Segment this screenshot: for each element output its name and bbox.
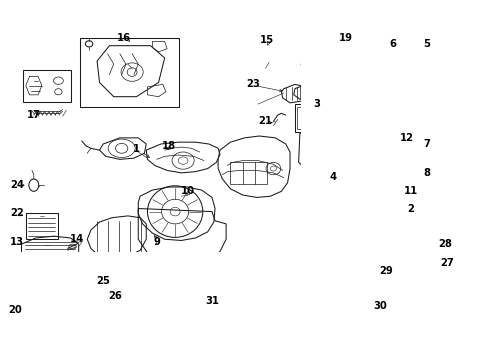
Text: 13: 13 xyxy=(10,237,24,247)
Text: 26: 26 xyxy=(109,291,122,301)
Text: 21: 21 xyxy=(258,116,272,126)
Text: 31: 31 xyxy=(205,296,219,306)
Bar xyxy=(297,107,337,129)
Text: 23: 23 xyxy=(246,80,260,89)
Text: 28: 28 xyxy=(439,239,452,249)
Text: 29: 29 xyxy=(379,266,393,276)
Bar xyxy=(404,173,430,190)
Text: 10: 10 xyxy=(180,186,195,196)
Text: 18: 18 xyxy=(162,141,176,151)
Bar xyxy=(114,285,141,304)
Bar xyxy=(424,41,443,141)
Text: 11: 11 xyxy=(403,186,417,196)
Text: 2: 2 xyxy=(407,203,414,213)
Bar xyxy=(382,46,409,135)
Bar xyxy=(295,104,339,132)
Text: 14: 14 xyxy=(70,234,84,244)
Text: 4: 4 xyxy=(329,172,337,181)
Bar xyxy=(26,213,58,239)
Bar xyxy=(426,44,441,139)
Text: 7: 7 xyxy=(424,139,431,149)
Text: 30: 30 xyxy=(373,301,387,311)
Text: 20: 20 xyxy=(8,305,22,315)
Bar xyxy=(24,70,71,102)
Text: 3: 3 xyxy=(313,99,320,109)
Text: 5: 5 xyxy=(423,39,431,49)
Text: 24: 24 xyxy=(10,180,24,190)
Text: 8: 8 xyxy=(423,168,431,178)
Bar xyxy=(345,271,375,294)
Text: 17: 17 xyxy=(27,110,41,120)
Text: 22: 22 xyxy=(10,208,24,219)
Text: 1: 1 xyxy=(133,144,140,154)
Bar xyxy=(80,38,179,107)
Text: 9: 9 xyxy=(153,237,160,247)
Text: 12: 12 xyxy=(400,133,414,143)
Text: 19: 19 xyxy=(338,33,352,43)
Text: 25: 25 xyxy=(97,276,110,286)
Bar xyxy=(380,44,412,137)
Text: 15: 15 xyxy=(260,35,274,45)
Bar xyxy=(380,261,414,287)
Bar xyxy=(230,162,267,184)
Text: 6: 6 xyxy=(390,39,397,49)
Text: 27: 27 xyxy=(441,258,454,267)
Text: 16: 16 xyxy=(117,33,131,43)
